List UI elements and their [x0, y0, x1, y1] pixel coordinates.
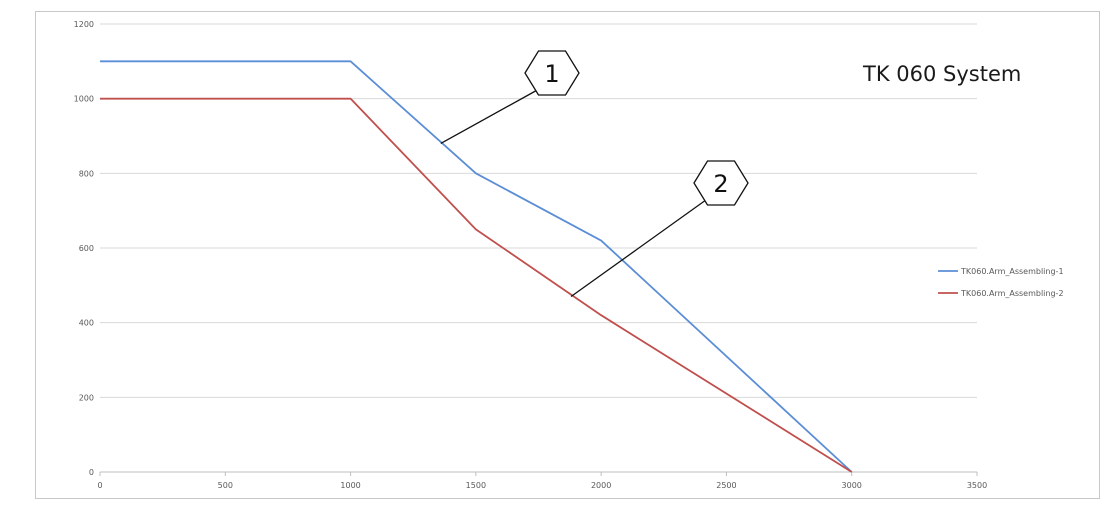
x-tick-label: 1500: [466, 481, 486, 490]
x-tick-label: 3500: [967, 481, 987, 490]
x-tick-label: 2000: [591, 481, 611, 490]
series-line-2: [100, 97, 853, 473]
chart-svg: 0 200 400 600 800 1000 1200 0 500 1000 1500 2000 250…: [74, 20, 1064, 490]
y-tick-label: 800: [79, 169, 94, 178]
x-tick-label: 500: [218, 481, 233, 490]
chart-frame: 0 200 400 600 800 1000 1200 0 500 1000 1500 2000 250…: [35, 11, 1100, 499]
x-tick-label: 3000: [842, 481, 862, 490]
x-tick-label: 1000: [340, 481, 360, 490]
series-line-1: [100, 60, 853, 473]
axis-layer: 0 200 400 600 800 1000 1200 0 500 1000 1500 2000 250…: [74, 20, 988, 490]
callout-label-1: 1: [544, 60, 559, 88]
callout-hexagon-2: [693, 160, 749, 206]
y-tick-label: 600: [79, 244, 94, 253]
y-tick-label: 200: [79, 393, 94, 402]
y-tick-label: 1200: [74, 20, 94, 29]
y-tick-label: 0: [89, 468, 94, 477]
y-tick-label: 400: [79, 319, 94, 328]
callout-label-2: 2: [713, 170, 728, 198]
chart-title: TK 060 System: [862, 62, 1021, 86]
callout-hexagon-1: [524, 50, 580, 96]
legend-label-1: TK060.Arm_Assembling-1: [960, 267, 1064, 276]
legend: TK060.Arm_Assembling-1 TK060.Arm_Assembli…: [938, 267, 1064, 298]
y-tick-label: 1000: [74, 95, 94, 104]
x-tick-label: 2500: [716, 481, 736, 490]
series-layer: [100, 60, 853, 473]
callout-leader-2: [570, 200, 705, 298]
legend-label-2: TK060.Arm_Assembling-2: [960, 289, 1064, 298]
annotation-layer: 12: [440, 50, 749, 298]
callout-leader-1: [440, 90, 536, 145]
x-tick-label: 0: [97, 481, 102, 490]
